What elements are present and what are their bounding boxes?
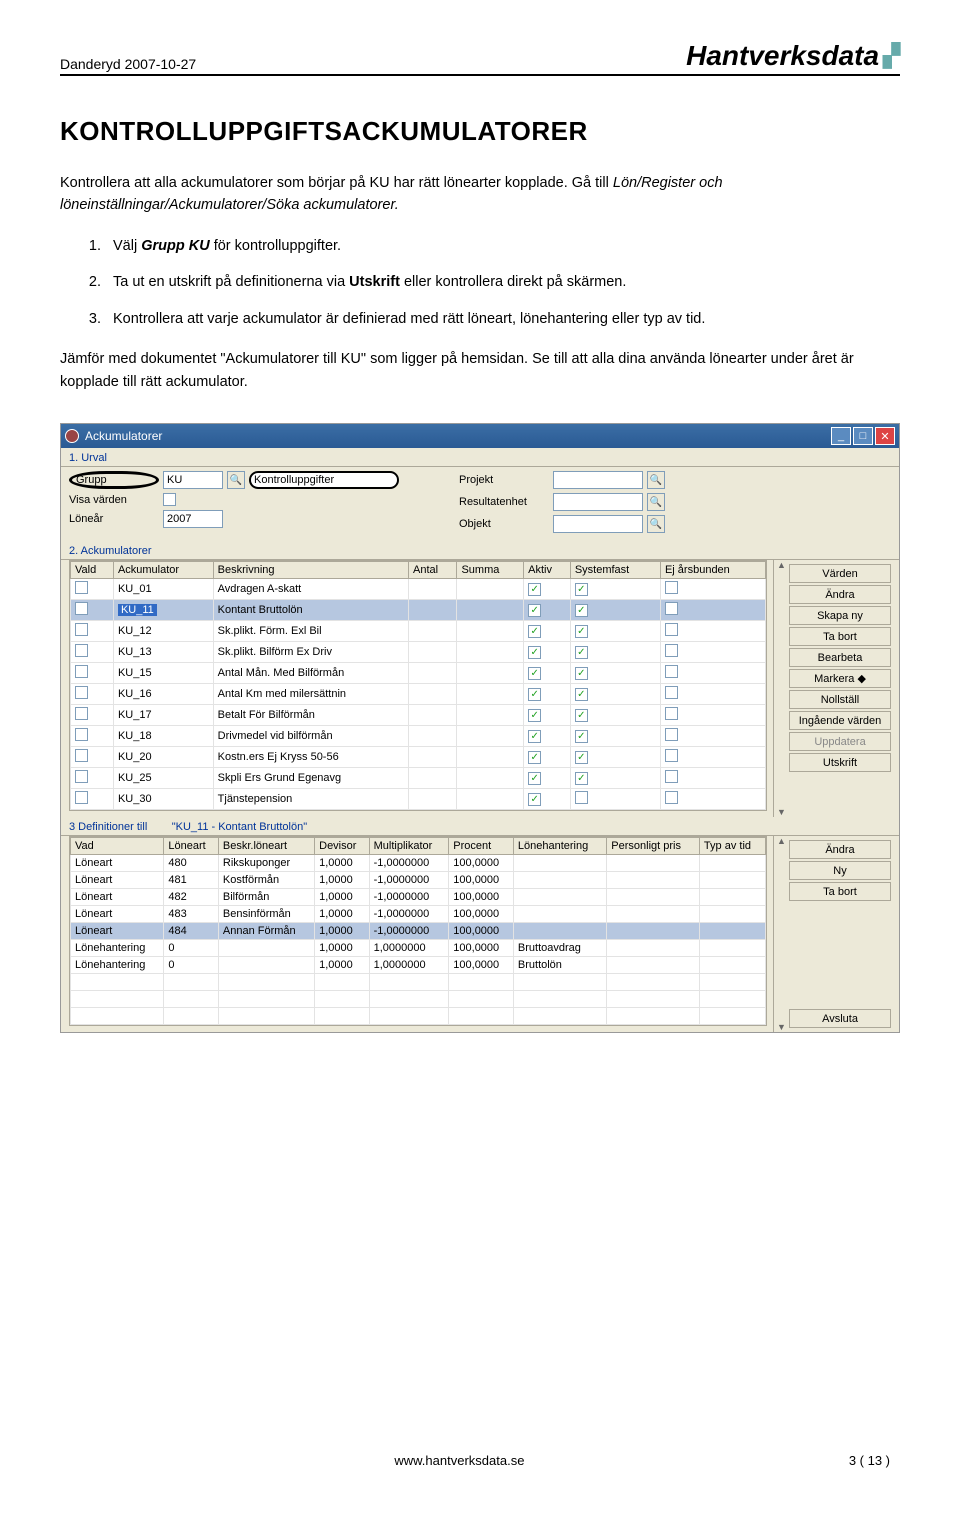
page-footer: www.hantverksdata.se 3 ( 13 ) (60, 1453, 900, 1468)
grid2-buttons: Värden Ändra Skapa ny Ta bort Bearbeta Marker… (789, 560, 899, 817)
col-header[interactable]: Aktiv (524, 562, 571, 579)
brand-logo: Hantverksdata▞ (686, 40, 900, 72)
step-1: Välj Grupp KU för kontrolluppgifter. (105, 235, 900, 257)
table-row[interactable]: KU_01Avdragen A-skatt (71, 579, 766, 600)
table-row[interactable]: KU_17Betalt För Bilförmån (71, 705, 766, 726)
projekt-label: Projekt (459, 474, 549, 486)
app-icon (65, 429, 79, 443)
table-row[interactable]: KU_13Sk.plikt. Bilförm Ex Driv (71, 642, 766, 663)
side-button[interactable]: Ändra (789, 585, 891, 604)
step-2: Ta ut en utskrift på definitionerna via … (105, 271, 900, 293)
table-row[interactable]: KU_11Kontant Bruttolön (71, 600, 766, 621)
table-row[interactable]: KU_20Kostn.ers Ej Kryss 50-56 (71, 747, 766, 768)
col-header[interactable]: Beskrivning (213, 562, 408, 579)
grid3-scrollbar[interactable]: ▲▼ (773, 836, 789, 1032)
table-row[interactable]: KU_15Antal Mån. Med Bilförmån (71, 663, 766, 684)
table-row[interactable]: Löneart484Annan Förmån1,0000-1,000000010… (71, 923, 766, 940)
table-row[interactable]: KU_30Tjänstepension (71, 789, 766, 810)
steps-list: Välj Grupp KU för kontrolluppgifter. Ta … (60, 235, 900, 330)
col-header[interactable]: Lönehantering (513, 838, 606, 855)
intro-paragraph-2: Jämför med dokumentet "Ackumulatorer til… (60, 348, 900, 393)
table-row[interactable]: Löneart481Kostförmån1,0000-1,0000000100,… (71, 872, 766, 889)
col-header[interactable]: Vald (71, 562, 114, 579)
col-header[interactable]: Antal (409, 562, 457, 579)
grupp-desc-input[interactable]: Kontrolluppgifter (249, 471, 399, 489)
doc-header: Danderyd 2007-10-27 Hantverksdata▞ (60, 40, 900, 76)
table-row[interactable]: KU_25Skpli Ers Grund Egenavg (71, 768, 766, 789)
projekt-lookup-button[interactable]: 🔍 (647, 471, 665, 489)
table-row[interactable]: Löneart482Bilförmån1,0000-1,0000000100,0… (71, 889, 766, 906)
table-row[interactable]: Löneart480Rikskuponger1,0000-1,000000010… (71, 855, 766, 872)
col-header[interactable]: Devisor (315, 838, 369, 855)
side-button[interactable]: Markera ◆ (789, 669, 891, 688)
side-button[interactable]: Uppdatera (789, 732, 891, 751)
maximize-button[interactable]: □ (853, 427, 873, 445)
col-header[interactable]: Summa (457, 562, 524, 579)
section-1-header: 1. Urval (61, 448, 899, 467)
objekt-label: Objekt (459, 518, 549, 530)
col-header[interactable]: Ackumulator (113, 562, 213, 579)
col-header[interactable]: Ej årsbunden (660, 562, 765, 579)
section-3-header: 3 Definitioner till "KU_11 - Kontant Bru… (61, 817, 899, 836)
grid3-buttons: Ändra Ny Ta bort Avsluta (789, 836, 899, 1032)
grid2-scrollbar[interactable]: ▲▼ (773, 560, 789, 817)
col-header[interactable]: Typ av tid (699, 838, 765, 855)
avsluta-button[interactable]: Avsluta (789, 1009, 891, 1028)
intro-paragraph-1: Kontrollera att alla ackumulatorer som b… (60, 172, 900, 217)
grupp-input[interactable]: KU (163, 471, 223, 489)
objekt-input[interactable] (553, 515, 643, 533)
col-header[interactable]: Systemfast (570, 562, 660, 579)
resultat-lookup-button[interactable]: 🔍 (647, 493, 665, 511)
side-button[interactable]: Nollställ (789, 690, 891, 709)
table-row[interactable]: Lönehantering01,00001,0000000100,0000Bru… (71, 957, 766, 974)
footer-url: www.hantverksdata.se (70, 1453, 849, 1468)
side-button[interactable]: Utskrift (789, 753, 891, 772)
side-button[interactable]: Bearbeta (789, 648, 891, 667)
col-header[interactable]: Multiplikator (369, 838, 449, 855)
col-header[interactable]: Personligt pris (607, 838, 700, 855)
objekt-lookup-button[interactable]: 🔍 (647, 515, 665, 533)
ackumulator-grid[interactable]: ValdAckumulatorBeskrivningAntalSummaAkti… (69, 560, 767, 811)
footer-page: 3 ( 13 ) (849, 1453, 890, 1468)
app-window: Ackumulatorer _ □ ✕ 1. Urval Grupp KU 🔍 … (60, 423, 900, 1033)
minimize-button[interactable]: _ (831, 427, 851, 445)
step-3: Kontrollera att varje ackumulator är def… (105, 308, 900, 330)
table-row[interactable]: Lönehantering01,00001,0000000100,0000Bru… (71, 940, 766, 957)
table-row[interactable]: KU_12Sk.plikt. Förm. Exl Bil (71, 621, 766, 642)
side-button[interactable]: Ta bort (789, 627, 891, 646)
side-button[interactable]: Ändra (789, 840, 891, 859)
col-header[interactable]: Procent (449, 838, 514, 855)
table-row[interactable]: KU_16Antal Km med milersättnin (71, 684, 766, 705)
table-row[interactable]: Löneart483Bensinförmån1,0000-1,000000010… (71, 906, 766, 923)
grupp-lookup-button[interactable]: 🔍 (227, 471, 245, 489)
lonear-label: Löneår (69, 513, 159, 525)
col-header[interactable]: Beskr.löneart (218, 838, 314, 855)
side-button[interactable]: Ny (789, 861, 891, 880)
grupp-label: Grupp (69, 471, 159, 489)
projekt-input[interactable] (553, 471, 643, 489)
window-title: Ackumulatorer (85, 429, 162, 443)
filter-form: Grupp KU 🔍 Kontrolluppgifter Visa värden… (61, 467, 899, 541)
section-2-header: 2. Ackumulatorer (61, 541, 899, 560)
resultat-input[interactable] (553, 493, 643, 511)
close-button[interactable]: ✕ (875, 427, 895, 445)
col-header[interactable]: Löneart (164, 838, 219, 855)
side-button[interactable]: Ingående värden (789, 711, 891, 730)
visa-checkbox[interactable] (163, 493, 176, 506)
page-title: KONTROLLUPPGIFTSACKUMULATORER (60, 116, 900, 147)
header-date: Danderyd 2007-10-27 (60, 56, 196, 72)
side-button[interactable]: Ta bort (789, 882, 891, 901)
visa-label: Visa värden (69, 494, 159, 506)
resultat-label: Resultatenhet (459, 496, 549, 508)
table-row[interactable]: KU_18Drivmedel vid bilförmån (71, 726, 766, 747)
side-button[interactable]: Skapa ny (789, 606, 891, 625)
definitioner-grid[interactable]: VadLöneartBeskr.löneartDevisorMultiplika… (69, 836, 767, 1026)
col-header[interactable]: Vad (71, 838, 164, 855)
logo-icon: ▞ (883, 43, 900, 69)
side-button[interactable]: Värden (789, 564, 891, 583)
lonear-input[interactable]: 2007 (163, 510, 223, 528)
window-titlebar: Ackumulatorer _ □ ✕ (61, 424, 899, 448)
